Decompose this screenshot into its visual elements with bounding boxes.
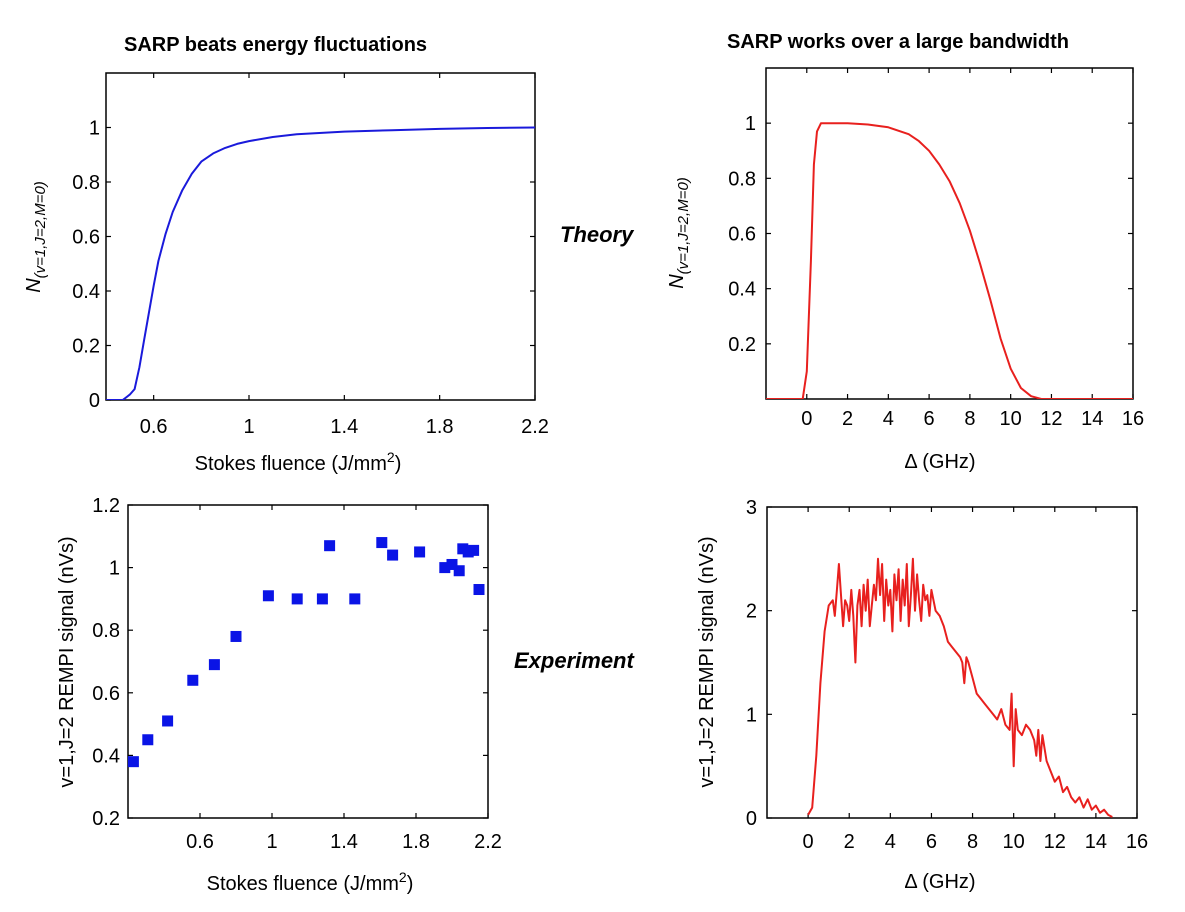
y-axis-label: v=1,J=2 REMPI signal (nVs) bbox=[56, 536, 78, 787]
data-point bbox=[439, 562, 451, 574]
y-tick-label: 0.8 bbox=[72, 172, 100, 194]
x-tick-label: 12 bbox=[1040, 408, 1062, 430]
x-tick-label: 6 bbox=[926, 831, 937, 853]
x-tick-label: 8 bbox=[964, 408, 975, 430]
x-tick-label: 12 bbox=[1044, 831, 1066, 853]
plot-frame bbox=[765, 67, 1134, 400]
data-point bbox=[414, 546, 426, 558]
y-tick-label: 1.2 bbox=[92, 495, 120, 517]
data-point bbox=[387, 549, 399, 561]
data-point bbox=[324, 540, 336, 552]
x-axis-label: Stokes fluence (J/mm2) bbox=[207, 869, 414, 895]
x-tick-label: 14 bbox=[1081, 408, 1103, 430]
x-tick-label: 10 bbox=[1003, 831, 1025, 853]
data-point bbox=[187, 674, 199, 686]
x-tick-label: 2.2 bbox=[474, 831, 502, 853]
row-label-experiment: Experiment bbox=[514, 648, 634, 673]
y-tick-label: 0.8 bbox=[728, 168, 756, 190]
y-tick-label: 0.4 bbox=[728, 279, 756, 301]
chart-title-theory-fluence: SARP beats energy fluctuations bbox=[124, 34, 428, 56]
data-point bbox=[468, 544, 480, 556]
data-point bbox=[162, 715, 174, 727]
x-tick-label: 0.6 bbox=[186, 831, 214, 853]
x-tick-label: 16 bbox=[1122, 408, 1144, 430]
x-tick-label: 1.4 bbox=[330, 831, 358, 853]
series-line bbox=[766, 122, 1133, 399]
y-tick-label: 0.6 bbox=[92, 683, 120, 705]
x-tick-label: 4 bbox=[885, 831, 896, 853]
plot-frame bbox=[105, 72, 536, 401]
x-tick-label: 1 bbox=[266, 831, 277, 853]
x-tick-label: 0 bbox=[801, 408, 812, 430]
x-tick-label: 1.4 bbox=[330, 416, 358, 438]
chart-experiment-fluence: 0.6 1 1.4 1.8 2.2 0.2 0.4 0.6 0.8 1 1.2 v=1,J=2 REM… bbox=[56, 495, 502, 895]
y-tick-label: 1 bbox=[109, 558, 120, 580]
y-tick-label: 0.2 bbox=[72, 336, 100, 358]
row-label-theory: Theory bbox=[560, 222, 634, 247]
data-point bbox=[376, 537, 388, 549]
data-point bbox=[262, 590, 274, 602]
data-point bbox=[208, 659, 220, 671]
y-tick-label: 0.2 bbox=[92, 808, 120, 830]
y-axis-label: N(v=1,J=2,M=0) bbox=[23, 181, 49, 293]
y-tick-label: 1 bbox=[89, 118, 100, 140]
chart-title-theory-detuning: SARP works over a large bandwidth bbox=[727, 31, 1069, 53]
data-point bbox=[230, 630, 242, 642]
y-tick-label: 0 bbox=[746, 808, 757, 830]
data-point bbox=[446, 558, 458, 570]
plot-area bbox=[807, 557, 1113, 818]
series-line bbox=[106, 126, 535, 400]
y-tick-label: 0.4 bbox=[72, 281, 100, 303]
y-tick-label: 0.6 bbox=[72, 227, 100, 249]
y-tick-label: 2 bbox=[746, 601, 757, 623]
plot-area bbox=[766, 122, 1133, 399]
x-tick-label: 16 bbox=[1126, 831, 1148, 853]
x-tick-label: 1 bbox=[243, 416, 254, 438]
data-point bbox=[349, 593, 361, 605]
y-tick-label: 0.8 bbox=[92, 620, 120, 642]
x-axis-label: Δ (GHz) bbox=[904, 451, 975, 473]
x-tick-label: 10 bbox=[1000, 408, 1022, 430]
y-tick-label: 0.6 bbox=[728, 224, 756, 246]
series-line bbox=[807, 557, 1113, 818]
y-tick-label: 1 bbox=[746, 704, 757, 726]
chart-theory-fluence: 0.6 1 1.4 1.8 2.2 0 0.2 0.4 0.6 0.8 1 N(v=1,J=2,M=0… bbox=[23, 72, 549, 475]
x-tick-label: 2.2 bbox=[521, 416, 549, 438]
x-tick-label: 8 bbox=[967, 831, 978, 853]
y-tick-label: 1 bbox=[745, 113, 756, 135]
y-axis-label: v=1,J=2 REMPI signal (nVs) bbox=[696, 536, 718, 787]
x-axis-label: Stokes fluence (J/mm2) bbox=[195, 449, 402, 475]
y-tick-label: 0 bbox=[89, 390, 100, 412]
x-tick-label: 1.8 bbox=[426, 416, 454, 438]
y-tick-label: 3 bbox=[746, 497, 757, 519]
x-tick-label: 14 bbox=[1085, 831, 1107, 853]
x-tick-label: 1.8 bbox=[402, 831, 430, 853]
x-tick-label: 4 bbox=[883, 408, 894, 430]
x-tick-label: 0.6 bbox=[140, 416, 168, 438]
x-tick-label: 0 bbox=[803, 831, 814, 853]
y-axis-label: N(v=1,J=2,M=0) bbox=[666, 177, 692, 289]
plot-area bbox=[106, 126, 535, 400]
chart-theory-detuning: 0 2 4 6 8 10 12 14 16 0.2 0.4 0.6 0.8 1 N(v=1,J=2,M=0)… bbox=[666, 67, 1144, 473]
plot-frame bbox=[127, 504, 489, 819]
data-point bbox=[142, 734, 154, 746]
y-tick-label: 0.4 bbox=[92, 745, 120, 767]
y-tick-label: 0.2 bbox=[728, 334, 756, 356]
x-tick-label: 2 bbox=[842, 408, 853, 430]
plot-frame bbox=[766, 506, 1138, 819]
data-point bbox=[473, 584, 485, 596]
x-axis-label: Δ (GHz) bbox=[904, 871, 975, 893]
x-tick-label: 6 bbox=[924, 408, 935, 430]
data-point bbox=[127, 756, 139, 768]
data-point bbox=[291, 593, 303, 605]
data-point bbox=[453, 565, 465, 577]
data-point bbox=[316, 593, 328, 605]
x-tick-label: 2 bbox=[844, 831, 855, 853]
